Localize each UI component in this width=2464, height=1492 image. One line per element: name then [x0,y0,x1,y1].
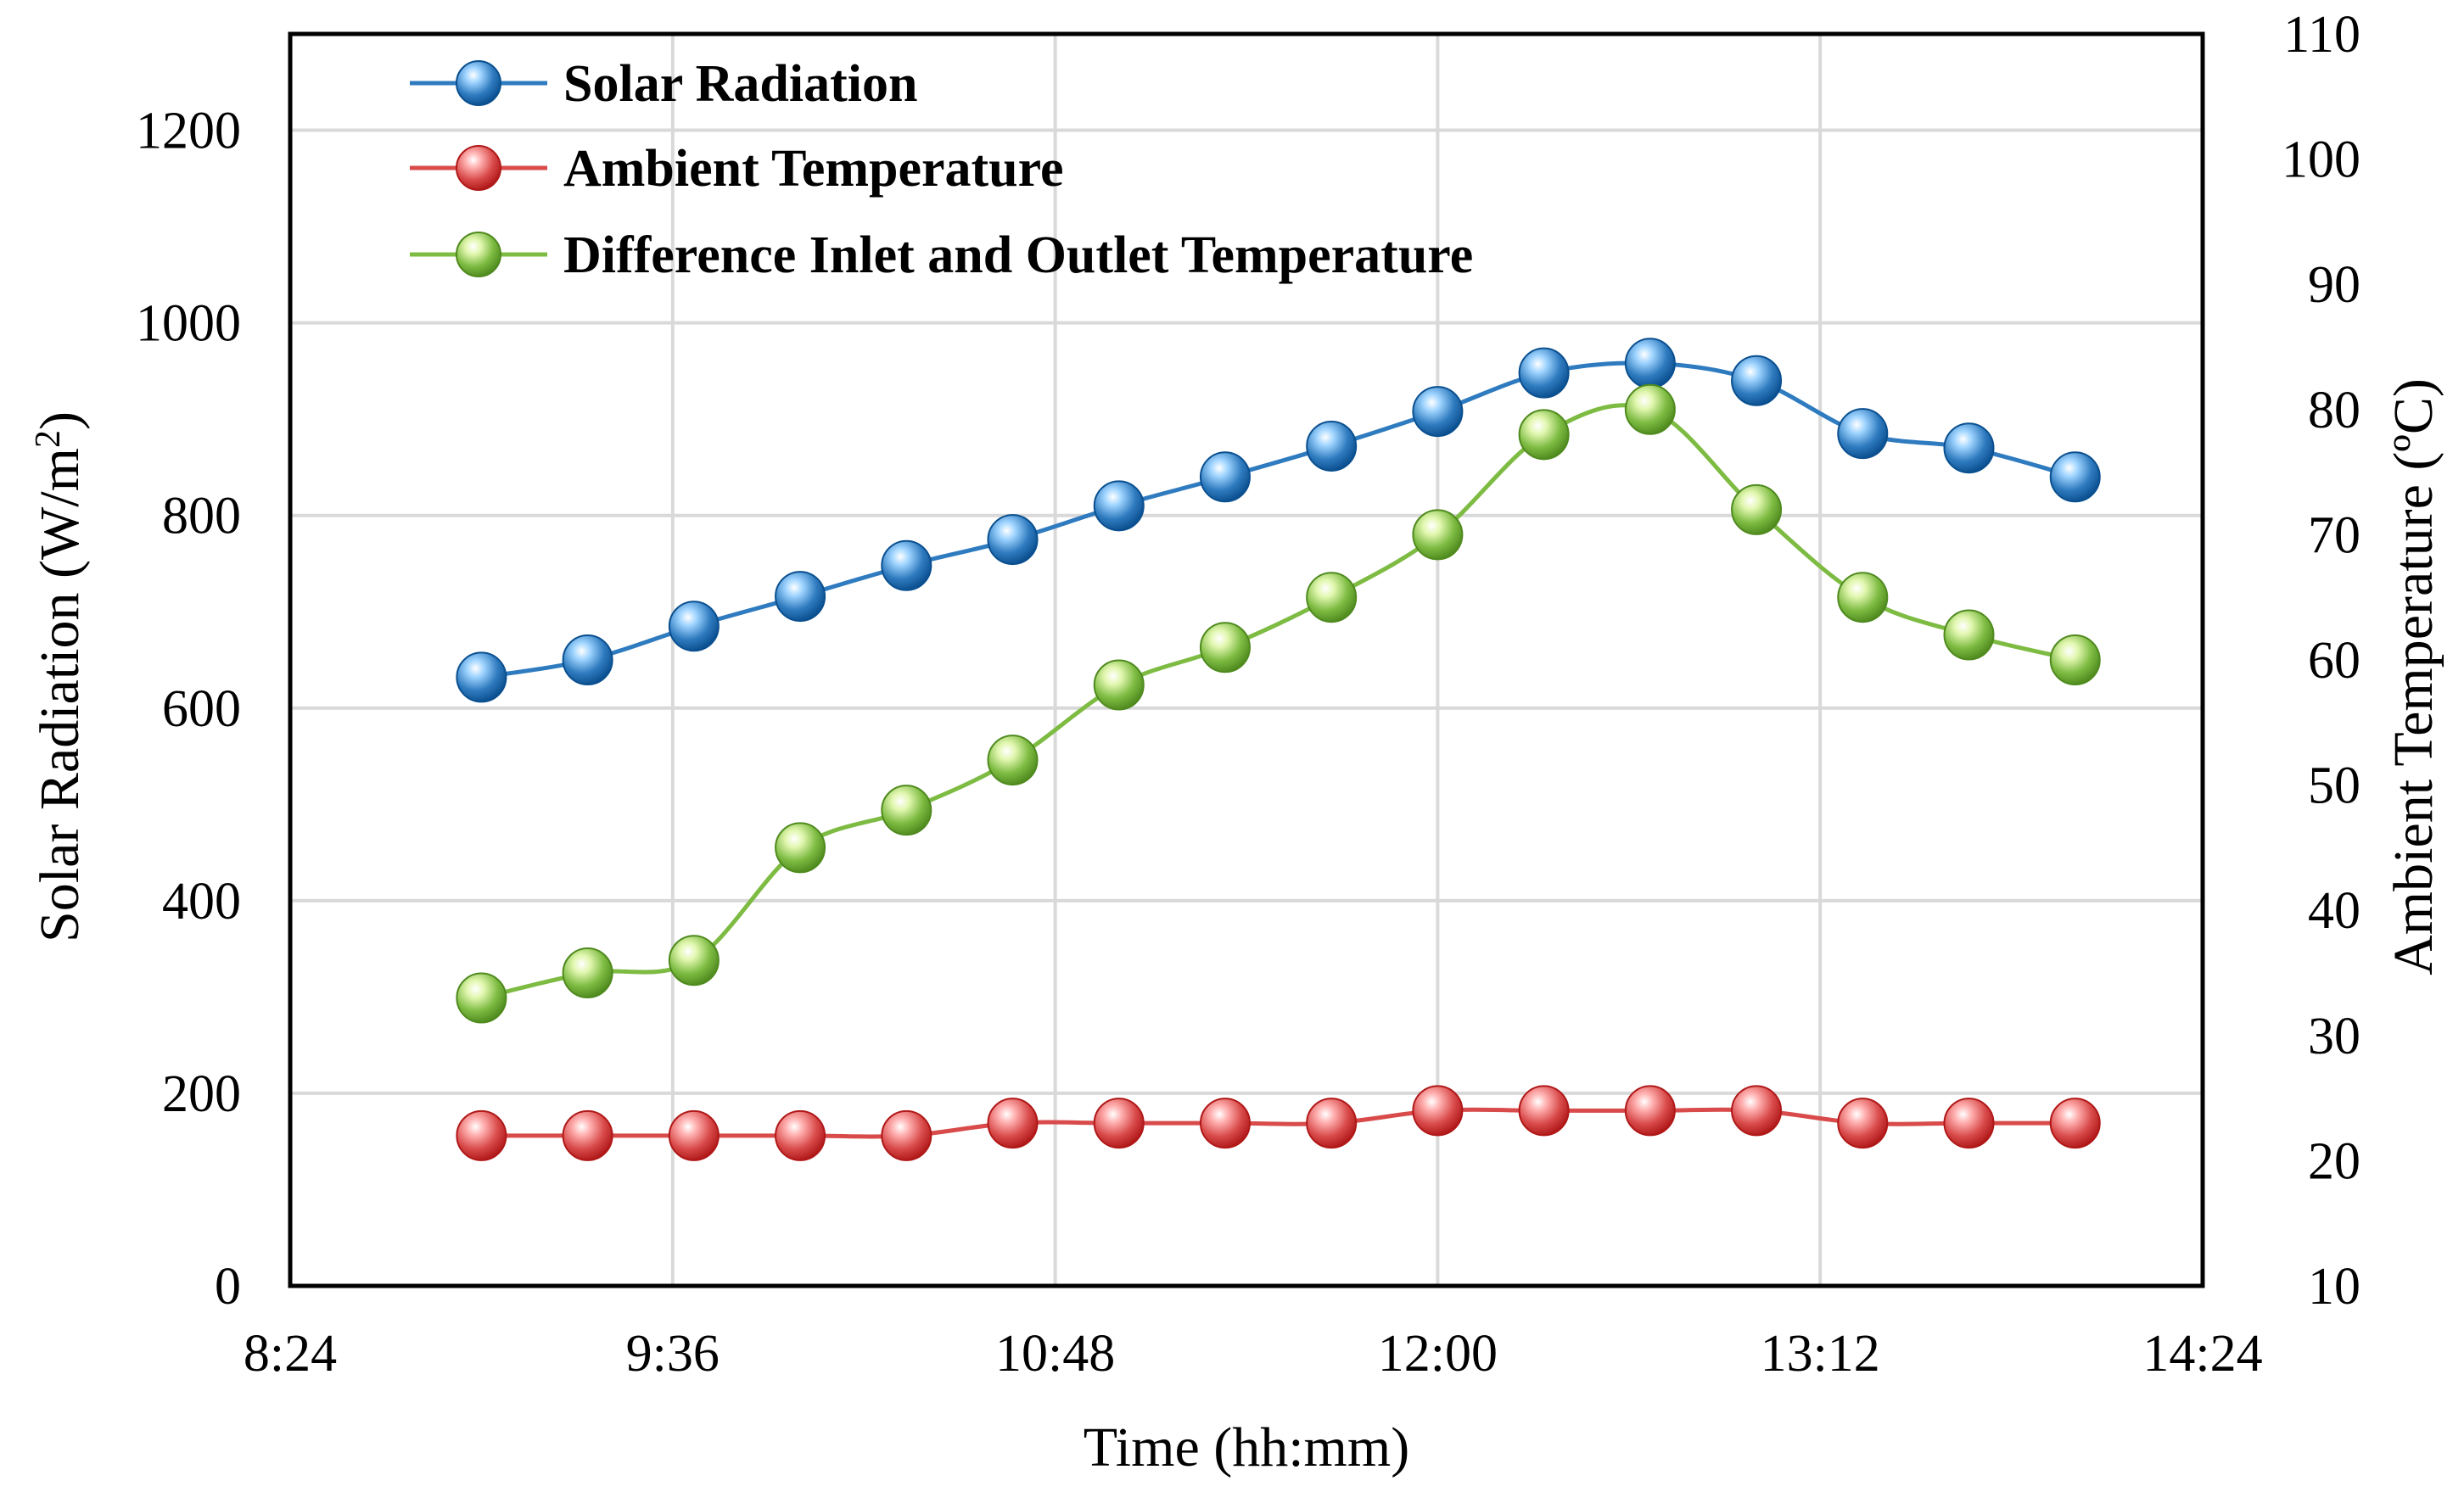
right-y-tick-label: 110 [2283,6,2360,64]
data-point-difference-temperature [1306,572,1358,623]
superscript-2: 2 [29,430,68,448]
left-y-axis-title: Solar Radiation (W/m2) [29,411,91,942]
x-tick-label: 9:36 [626,1325,720,1383]
series-layer [456,338,2101,1161]
data-point-ambient-temperature [562,1109,613,1161]
data-point-difference-temperature [456,972,507,1024]
data-point-ambient-temperature [1943,1098,1995,1149]
data-point-solar-radiation [1837,408,1889,460]
left-y-tick-label: 200 [162,1065,241,1123]
right-y-tick-label: 10 [2308,1258,2360,1316]
data-point-difference-temperature [1093,659,1145,711]
data-point-difference-temperature [775,822,826,874]
data-point-ambient-temperature [987,1098,1039,1149]
x-tick-label: 8:24 [244,1325,337,1383]
x-tick-label: 14:24 [2142,1325,2262,1383]
data-point-solar-radiation [456,651,507,703]
data-point-solar-radiation [1199,451,1251,503]
data-point-solar-radiation [2049,451,2101,503]
data-point-ambient-temperature [1306,1098,1358,1149]
data-point-solar-radiation [1731,355,1783,406]
right-y-axis-ticks: 10 20 30 40 50 60 70 80 90 100 110 [2282,6,2360,1316]
data-point-solar-radiation [1624,338,1676,389]
data-point-ambient-temperature [775,1109,826,1161]
right-y-tick-label: 100 [2282,131,2360,189]
right-y-tick-label: 70 [2308,506,2360,564]
data-point-solar-radiation [1306,420,1358,472]
data-point-difference-temperature [881,785,932,836]
data-point-solar-radiation [1943,422,1995,474]
legend-marker-ambient-temperature [456,145,501,191]
x-tick-label: 10:48 [995,1325,1115,1383]
series-line-ambient-temperature [481,1107,2075,1139]
x-axis-title: Time (hh:mm) [1084,1417,1409,1478]
left-y-tick-label: 1000 [136,295,241,353]
data-point-ambient-temperature [1093,1098,1145,1149]
data-point-ambient-temperature [668,1109,720,1161]
data-point-solar-radiation [668,601,720,652]
legend: Solar Radiation Ambient Temperature Differ… [410,55,1473,284]
data-point-solar-radiation [775,571,826,623]
data-point-ambient-temperature [1199,1098,1251,1149]
data-point-difference-temperature [1412,509,1464,561]
right-y-tick-label: 30 [2308,1008,2360,1065]
data-point-difference-temperature [1199,622,1251,673]
x-tick-label: 12:00 [1378,1325,1498,1383]
left-y-tick-label: 0 [215,1258,241,1316]
data-point-difference-temperature [1518,409,1570,461]
legend-label-solar-radiation: Solar Radiation [563,55,917,113]
data-point-difference-temperature [562,947,613,998]
data-point-ambient-temperature [1518,1085,1570,1137]
data-point-solar-radiation [881,539,932,591]
data-point-ambient-temperature [1837,1098,1889,1149]
left-y-tick-label: 600 [162,680,241,738]
legend-label-ambient-temperature: Ambient Temperature [563,140,1064,198]
right-y-tick-label: 60 [2308,632,2360,690]
x-axis-ticks: 8:24 9:36 10:48 12:00 13:12 14:24 [244,1325,2263,1383]
plot-frame [288,31,2205,1288]
data-point-solar-radiation [562,634,613,685]
left-y-axis-ticks: 0 200 400 600 800 1000 1200 [136,103,241,1316]
data-point-difference-temperature [1943,609,1995,661]
series-ambient-temperature [456,1085,2101,1161]
x-tick-label: 13:12 [1761,1325,1880,1383]
data-point-solar-radiation [1093,480,1145,532]
right-y-tick-label: 80 [2308,382,2360,439]
left-y-tick-label: 1200 [136,103,241,160]
data-point-ambient-temperature [456,1109,507,1161]
left-y-tick-label: 800 [162,488,241,545]
data-point-ambient-temperature [2049,1098,2101,1149]
series-line-difference-temperature [480,403,2076,1000]
legend-label-difference-temperature: Difference Inlet and Outlet Temperature [563,226,1473,284]
data-point-difference-temperature [668,935,720,986]
data-point-difference-temperature [987,735,1039,786]
right-y-axis-title: Ambient Temperature (ºC) [2383,378,2444,975]
data-point-difference-temperature [1731,483,1783,535]
legend-marker-difference-temperature [456,232,501,277]
data-point-difference-temperature [1624,383,1676,435]
right-y-tick-label: 50 [2308,757,2360,815]
data-point-solar-radiation [1412,386,1464,438]
data-point-ambient-temperature [881,1109,932,1161]
legend-marker-solar-radiation [456,60,501,106]
data-point-solar-radiation [987,514,1039,566]
right-y-tick-label: 90 [2308,256,2360,314]
data-point-ambient-temperature [1731,1085,1783,1137]
data-point-difference-temperature [2049,634,2101,685]
right-y-tick-label: 20 [2308,1132,2360,1190]
data-point-ambient-temperature [1624,1085,1676,1137]
data-point-ambient-temperature [1412,1085,1464,1137]
series-line-solar-radiation [480,360,2076,679]
left-y-tick-label: 400 [162,873,241,930]
series-difference-temperature [456,383,2101,1024]
data-point-solar-radiation [1518,347,1570,399]
data-point-difference-temperature [1837,572,1889,623]
right-y-tick-label: 40 [2308,882,2360,940]
